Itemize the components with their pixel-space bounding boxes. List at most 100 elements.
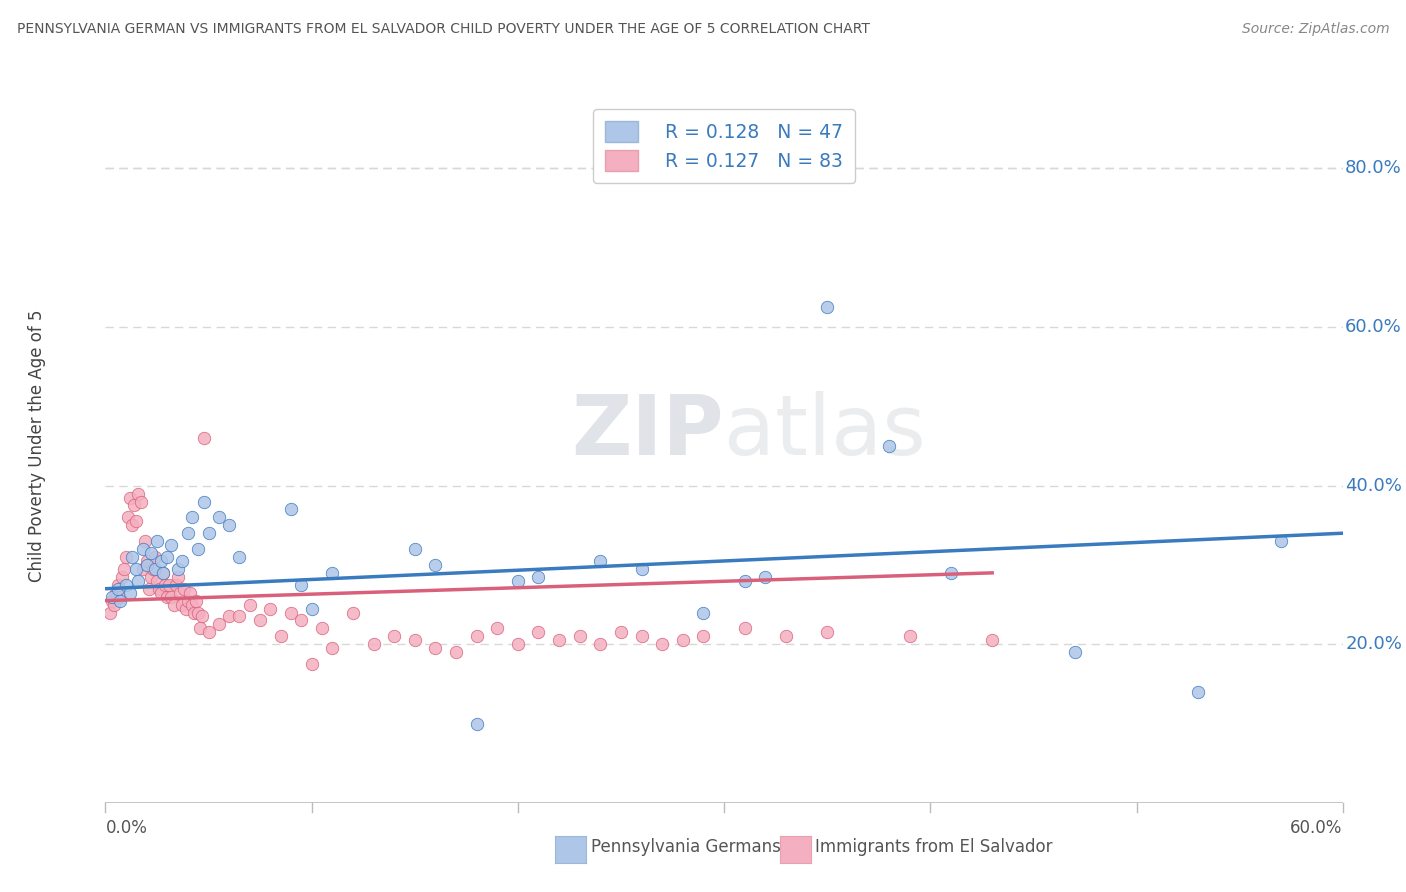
Point (342, 606, 364, 620)
Point (121, 518, 143, 533)
Text: 60.0%: 60.0% (1291, 819, 1343, 837)
Text: 0.0%: 0.0% (105, 819, 148, 837)
Point (111, 570, 134, 584)
Point (311, 621, 333, 635)
Point (173, 582, 195, 596)
Point (465, 716, 488, 731)
Point (124, 499, 146, 513)
Text: 60.0%: 60.0% (1346, 318, 1402, 336)
Text: 80.0%: 80.0% (1346, 160, 1402, 178)
Point (129, 494, 152, 508)
Point (651, 637, 673, 651)
Point (610, 625, 633, 640)
Point (270, 629, 292, 643)
Point (228, 609, 250, 624)
Point (135, 554, 157, 568)
Point (115, 578, 138, 592)
Text: atlas: atlas (724, 392, 925, 472)
Point (506, 574, 529, 588)
Point (166, 562, 188, 576)
Point (121, 549, 143, 564)
Point (425, 558, 447, 572)
Point (506, 637, 529, 651)
Point (589, 554, 612, 568)
Point (142, 562, 165, 576)
Point (239, 598, 262, 612)
Point (465, 629, 488, 643)
Point (404, 542, 426, 557)
Legend:   R = 0.128   N = 47,   R = 0.127   N = 83: R = 0.128 N = 47, R = 0.127 N = 83 (593, 110, 855, 183)
Point (174, 601, 197, 615)
Point (157, 578, 180, 592)
Point (112, 562, 135, 576)
Point (152, 566, 174, 580)
Point (527, 570, 550, 584)
Point (162, 598, 184, 612)
Point (382, 629, 405, 643)
Point (107, 582, 129, 596)
Point (100, 593, 122, 607)
Point (404, 633, 426, 648)
Point (186, 593, 208, 607)
Point (127, 486, 149, 500)
Point (290, 578, 312, 592)
Point (280, 606, 302, 620)
Point (187, 606, 209, 620)
Point (165, 578, 187, 592)
Point (249, 614, 271, 628)
Point (444, 645, 467, 659)
Point (150, 585, 173, 599)
Point (150, 554, 173, 568)
Point (734, 621, 756, 635)
Point (117, 510, 139, 524)
Point (197, 625, 219, 640)
Text: Source: ZipAtlas.com: Source: ZipAtlas.com (1241, 22, 1389, 37)
Point (775, 629, 797, 643)
Point (981, 633, 1004, 648)
Point (188, 621, 211, 635)
Text: 20.0%: 20.0% (1346, 635, 1402, 653)
Point (290, 614, 312, 628)
Point (146, 534, 169, 549)
Point (321, 641, 343, 656)
Text: Immigrants from El Salvador: Immigrants from El Salvador (815, 838, 1053, 856)
Point (183, 606, 205, 620)
Point (228, 549, 250, 564)
Point (672, 633, 695, 648)
Point (486, 621, 509, 635)
Point (169, 585, 191, 599)
Point (197, 526, 219, 541)
Point (170, 554, 193, 568)
Point (152, 566, 174, 580)
Point (98, 606, 121, 620)
Point (139, 570, 162, 584)
Point (218, 609, 240, 624)
Point (1270, 534, 1292, 549)
Point (877, 439, 900, 453)
Point (138, 582, 160, 596)
Point (193, 431, 215, 445)
Point (120, 585, 142, 599)
Point (177, 593, 200, 607)
Point (104, 585, 127, 599)
Point (692, 606, 714, 620)
Point (131, 562, 153, 576)
Point (146, 574, 169, 588)
Text: Child Poverty Under the Age of 5: Child Poverty Under the Age of 5 (28, 310, 46, 582)
Text: ZIP: ZIP (572, 392, 724, 472)
Point (259, 601, 281, 615)
Point (754, 570, 776, 584)
Point (589, 637, 612, 651)
Point (630, 629, 652, 643)
Point (548, 633, 571, 648)
Point (301, 601, 323, 615)
Point (160, 538, 183, 552)
Point (177, 526, 200, 541)
Point (100, 590, 122, 604)
Point (103, 598, 125, 612)
Text: PENNSYLVANIA GERMAN VS IMMIGRANTS FROM EL SALVADOR CHILD POVERTY UNDER THE AGE O: PENNSYLVANIA GERMAN VS IMMIGRANTS FROM E… (17, 22, 870, 37)
Point (692, 629, 714, 643)
Point (156, 590, 179, 604)
Point (191, 609, 214, 624)
Point (120, 491, 142, 505)
